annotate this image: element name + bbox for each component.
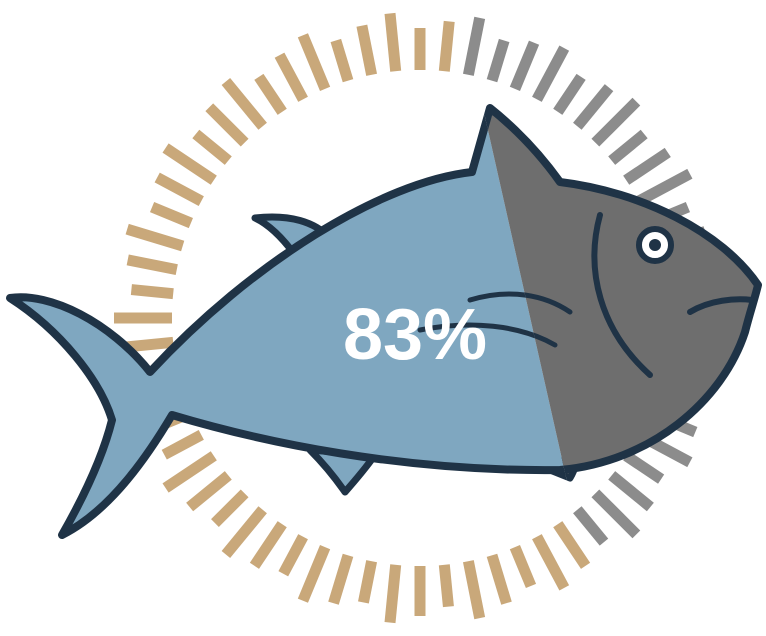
ray bbox=[154, 172, 204, 206]
ray bbox=[608, 471, 654, 512]
ray bbox=[328, 553, 354, 605]
ray bbox=[297, 545, 331, 603]
ray bbox=[591, 97, 641, 147]
ray bbox=[438, 20, 455, 72]
ray bbox=[249, 521, 287, 569]
ray bbox=[161, 430, 204, 460]
value-label: 83% bbox=[343, 295, 487, 375]
ray bbox=[192, 129, 232, 165]
ray bbox=[591, 489, 641, 539]
ray bbox=[162, 143, 217, 185]
ray bbox=[486, 553, 512, 605]
ray bbox=[125, 223, 185, 252]
ray bbox=[186, 471, 232, 512]
ray bbox=[462, 560, 486, 620]
ray bbox=[278, 534, 308, 577]
ray bbox=[623, 147, 671, 185]
rays-filled bbox=[114, 12, 591, 624]
ray bbox=[509, 545, 537, 589]
ray bbox=[384, 564, 402, 624]
ray bbox=[221, 77, 267, 130]
ray bbox=[532, 45, 570, 102]
ray bbox=[211, 489, 249, 527]
ray bbox=[573, 506, 609, 546]
ray bbox=[553, 521, 591, 569]
ray bbox=[356, 24, 378, 76]
ray bbox=[462, 16, 486, 76]
ray bbox=[149, 201, 193, 229]
ray bbox=[573, 84, 614, 130]
ray bbox=[254, 73, 287, 115]
ray bbox=[608, 129, 648, 165]
ray bbox=[509, 40, 540, 91]
ray bbox=[438, 564, 454, 608]
mouth bbox=[687, 296, 755, 315]
ray bbox=[330, 38, 354, 83]
fish bbox=[6, 104, 762, 539]
ray bbox=[162, 451, 217, 493]
gill bbox=[591, 212, 653, 378]
ray bbox=[486, 38, 510, 83]
ray bbox=[221, 506, 267, 559]
pupil bbox=[649, 239, 661, 251]
ray bbox=[126, 254, 178, 276]
ray bbox=[553, 73, 586, 115]
ray bbox=[274, 52, 308, 102]
ray bbox=[636, 168, 693, 206]
ray bbox=[623, 451, 665, 484]
ray bbox=[358, 560, 378, 604]
ray bbox=[130, 284, 174, 300]
ray bbox=[297, 33, 331, 91]
ray bbox=[532, 534, 570, 591]
ray bbox=[384, 12, 402, 72]
ray bbox=[205, 103, 249, 147]
